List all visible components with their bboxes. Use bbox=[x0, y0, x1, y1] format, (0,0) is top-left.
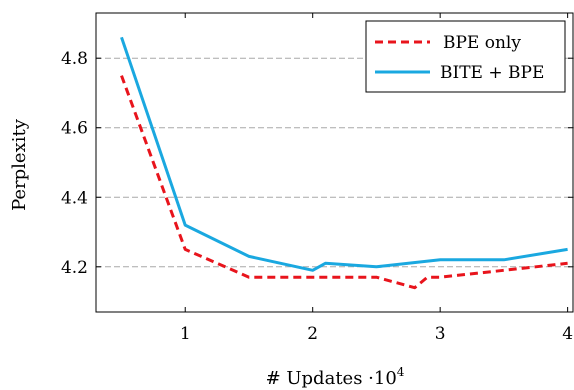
legend-label-bite-bpe: BITE + BPE bbox=[440, 63, 544, 83]
x-tick-label: 1 bbox=[180, 324, 191, 344]
x-axis-label-text: # Updates ·10 bbox=[266, 368, 397, 389]
y-axis-label: Perplexity bbox=[9, 118, 30, 211]
series-line-0 bbox=[120, 75, 568, 290]
legend: BPE only BITE + BPE bbox=[365, 20, 566, 93]
legend-box bbox=[365, 20, 566, 93]
x-axis-label-exponent: 4 bbox=[397, 365, 405, 379]
y-tick-label: 4.2 bbox=[61, 258, 88, 278]
x-tick-label: 3 bbox=[435, 324, 446, 344]
plot-frame bbox=[95, 12, 574, 313]
y-tick-label: 4.4 bbox=[61, 188, 88, 208]
x-tick-label: 2 bbox=[307, 324, 318, 344]
series-lines bbox=[120, 36, 568, 290]
axis-ticks: 4.2 4.4 4.6 4.8 1 2 3 4 bbox=[61, 13, 573, 344]
y-tick-label: 4.8 bbox=[61, 49, 88, 69]
series-line-1 bbox=[120, 36, 568, 272]
y-tick-label: 4.6 bbox=[61, 119, 88, 139]
x-tick-label: 4 bbox=[562, 324, 573, 344]
x-axis-label: # Updates ·104 bbox=[266, 365, 405, 389]
legend-label-bpe-only: BPE only bbox=[443, 33, 521, 53]
